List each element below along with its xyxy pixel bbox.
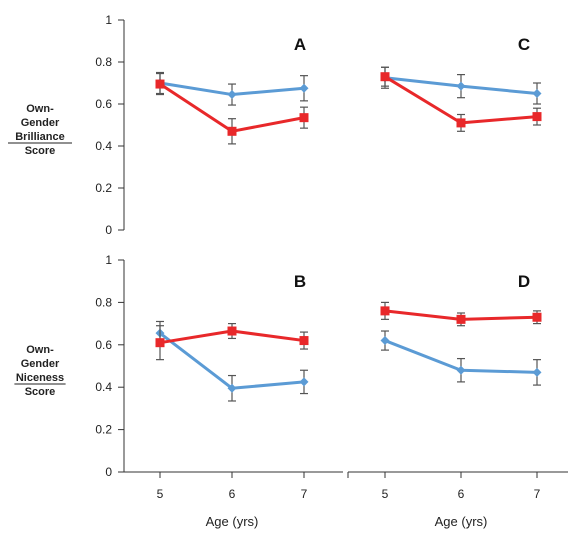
y-tick-label: 0.2 <box>95 423 112 437</box>
series-red <box>380 66 542 132</box>
series-blue <box>155 71 309 106</box>
y-axis-label-line: Own- <box>26 344 54 356</box>
data-point <box>299 377 309 387</box>
series-red <box>380 301 542 327</box>
y-axis-label-line: Score <box>25 386 56 398</box>
data-point <box>227 126 237 136</box>
data-point <box>532 89 542 98</box>
series-red <box>155 323 309 361</box>
data-point <box>456 118 466 128</box>
y-tick-label: 0.4 <box>95 380 112 394</box>
y-tick-label: 0.4 <box>95 139 112 153</box>
data-point <box>532 367 542 377</box>
panel-b: 0 0.2 0.4 0.6 0.8 1 5 6 7 Age (yrs) B Own- Gender Nic… <box>14 253 343 529</box>
y-tick-label: 0.8 <box>95 295 112 309</box>
y-tick-label: 0 <box>105 223 112 237</box>
x-tick-label: 6 <box>229 487 236 501</box>
series-blue <box>380 66 542 105</box>
y-axis-label-line: Score <box>25 145 56 157</box>
data-point <box>456 314 466 324</box>
data-point <box>155 79 165 89</box>
panel-letter: D <box>518 272 530 291</box>
data-point <box>380 336 390 346</box>
y-axis-label-line: Brilliance <box>15 131 65 143</box>
panel-d: 5 6 7 Age (yrs) D <box>347 272 568 529</box>
y-tick-label: 0.6 <box>95 97 112 111</box>
x-tick-label: 5 <box>382 487 389 501</box>
y-tick-label: 0.8 <box>95 55 112 69</box>
y-axis-label-line: Gender <box>21 358 60 370</box>
y-axis-label-line: Gender <box>21 117 60 129</box>
panel-letter: B <box>294 272 306 291</box>
y-tick-label: 0.2 <box>95 181 112 195</box>
series-blue <box>380 330 542 386</box>
data-point <box>380 72 390 82</box>
x-axis-label: Age (yrs) <box>435 514 488 529</box>
y-tick-label: 0 <box>105 465 112 479</box>
y-axis-label-line: Own- <box>26 103 54 115</box>
data-point <box>456 81 466 91</box>
data-point <box>299 113 309 123</box>
x-tick-label: 7 <box>534 487 541 501</box>
panel-letter: C <box>518 35 530 54</box>
x-tick-label: 6 <box>458 487 465 501</box>
y-tick-label: 0.6 <box>95 338 112 352</box>
data-point <box>227 383 237 393</box>
x-axis-label: Age (yrs) <box>206 514 259 529</box>
panel-letter: A <box>294 35 306 54</box>
data-point <box>299 83 309 93</box>
x-tick-label: 7 <box>301 487 308 501</box>
y-tick-label: 1 <box>105 253 112 267</box>
data-point <box>532 312 542 322</box>
panel-a: 0 0.2 0.4 0.6 0.8 1 A Own- Gender Brilliance Score <box>8 13 309 237</box>
series-red <box>155 72 309 145</box>
data-point <box>227 90 237 100</box>
data-point <box>227 326 237 336</box>
data-point <box>155 338 165 348</box>
series-blue <box>155 320 309 402</box>
y-axis-label-line: Niceness <box>16 372 64 384</box>
y-tick-label: 1 <box>105 13 112 27</box>
data-point <box>532 112 542 122</box>
data-point <box>456 365 466 375</box>
data-point <box>380 306 390 316</box>
x-tick-label: 5 <box>157 487 164 501</box>
data-point <box>299 336 309 346</box>
panel-c: C <box>380 35 542 132</box>
